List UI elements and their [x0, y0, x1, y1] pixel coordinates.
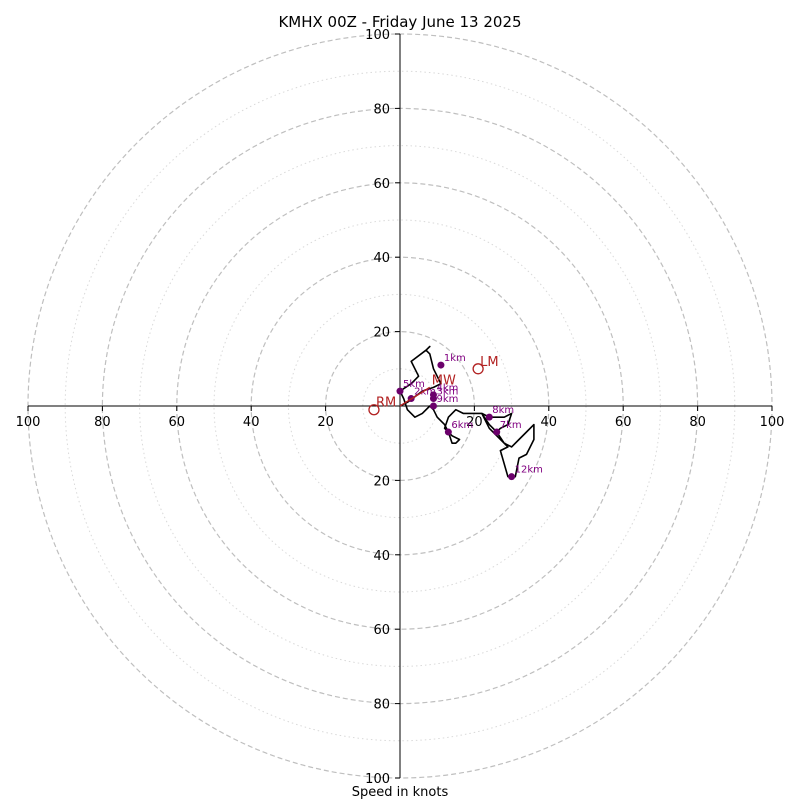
- tick-label-top-60: 60: [373, 177, 390, 192]
- tick-label-right-60: 60: [615, 415, 632, 430]
- tick-label-right-20: 20: [466, 415, 483, 430]
- storm-motion-points: RM LM MW: [368, 355, 499, 416]
- motion-marker-LM: [472, 363, 484, 375]
- height-marker-9km: [429, 402, 437, 410]
- tick-label-left-20: 20: [317, 415, 334, 430]
- tick-label-top-20: 20: [373, 326, 390, 341]
- height-marker-6km: [444, 428, 452, 436]
- height-label-3km: 3km: [436, 387, 458, 398]
- height-label-6km: 6km: [451, 420, 473, 431]
- height-marker-12km: [508, 473, 516, 481]
- height-marker-8km: [485, 413, 493, 421]
- height-label-12km: 12km: [515, 465, 543, 476]
- motion-label-LM: LM: [480, 355, 498, 370]
- height-marker-5km: [396, 387, 404, 395]
- motion-label-MW: MW: [432, 373, 456, 388]
- tick-label-top-80: 80: [373, 102, 390, 117]
- tick-label-right-100: 100: [760, 415, 785, 430]
- hodograph-trace: [399, 345, 535, 478]
- tick-label-bottom-40: 40: [373, 549, 390, 564]
- tick-label-left-60: 60: [169, 415, 186, 430]
- chart-title: KMHX 00Z - Friday June 13 2025: [278, 13, 521, 31]
- tick-labels: 20 20 20 20 40 40 40 40 60 60 60 60 80 80 80 80 100 100 10…: [16, 28, 785, 787]
- tick-label-bottom-100: 100: [365, 772, 390, 787]
- height-label-4km: 4km: [436, 383, 458, 394]
- height-label-5km: 5km: [403, 379, 425, 390]
- height-marker-1km: [437, 361, 445, 369]
- tick-label-left-40: 40: [243, 415, 260, 430]
- tick-label-left-80: 80: [94, 415, 111, 430]
- height-label-2km: 2km: [414, 387, 436, 398]
- height-marker-7km: [493, 428, 501, 436]
- mean-wind-vector: [399, 386, 431, 407]
- height-label-9km: 9km: [436, 394, 458, 405]
- height-marker-4km: [429, 391, 437, 399]
- height-label-8km: 8km: [492, 405, 514, 416]
- tick-label-bottom-80: 80: [373, 698, 390, 713]
- x-axis-label: Speed in knots: [352, 785, 449, 800]
- motion-label-RM: RM: [376, 396, 396, 411]
- hodograph-trace-group: [399, 345, 535, 478]
- tick-label-bottom-60: 60: [373, 623, 390, 638]
- tick-label-top-100: 100: [365, 28, 390, 43]
- tick-label-top-40: 40: [373, 251, 390, 266]
- motion-marker-RM: [368, 404, 380, 416]
- tick-label-right-80: 80: [689, 415, 706, 430]
- tick-label-bottom-20: 20: [373, 474, 390, 489]
- height-label-7km: 7km: [500, 420, 522, 431]
- height-label-1km: 1km: [444, 353, 466, 364]
- tick-label-left-100: 100: [16, 415, 41, 430]
- tick-label-right-40: 40: [541, 415, 558, 430]
